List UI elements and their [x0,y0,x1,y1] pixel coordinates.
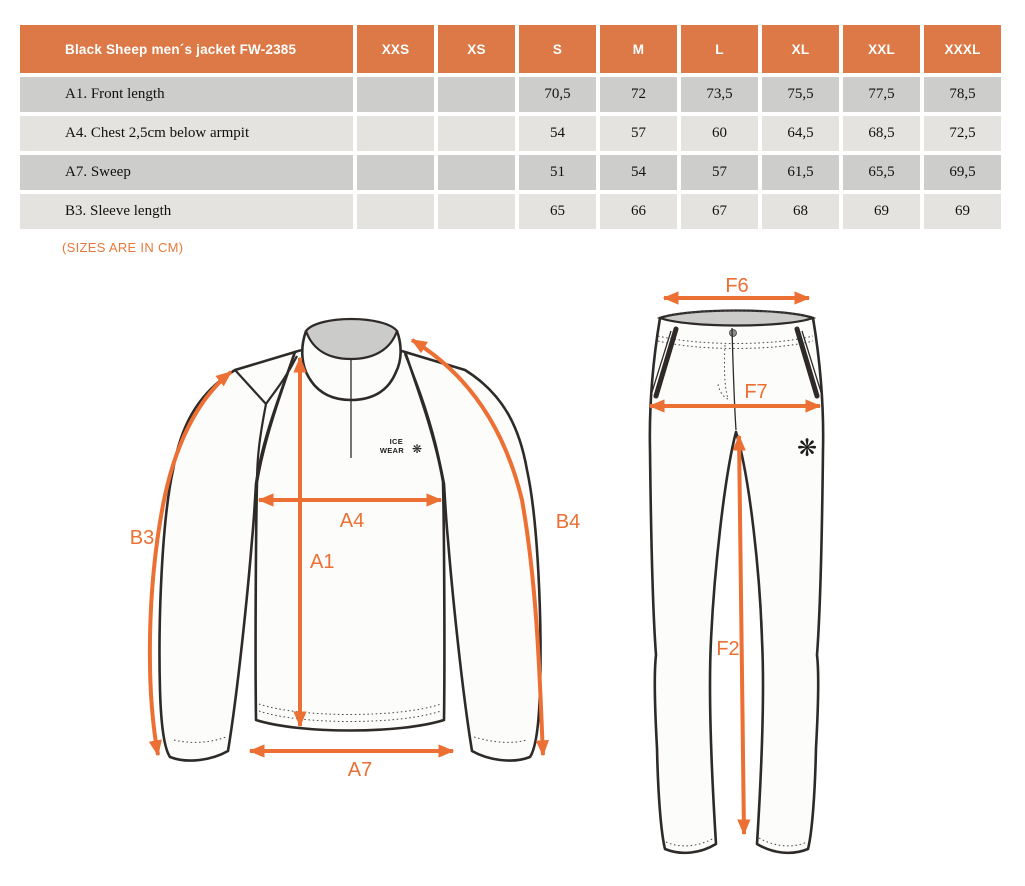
dim-arrow-f2 [732,434,751,836]
col-header-s: S [519,25,596,73]
right-pocket-opening [794,326,820,399]
row-label: A7. Sweep [20,155,353,190]
row-label: A4. Chest 2,5cm below armpit [20,116,353,151]
size-cell: 64,5 [762,116,839,151]
pants-diagram: ❋ F6 F7 F2 [648,275,825,855]
table-header-row: Black Sheep men´s jacket FW-2385 XXS XS … [20,25,1001,73]
size-cell: 67 [681,194,758,229]
hem-stitch [258,703,442,715]
size-cell [357,155,434,190]
pants-body [648,309,825,855]
units-note: (SIZES ARE IN CM) [62,240,184,255]
waist-button [729,329,737,337]
front-seam [731,327,737,431]
size-cell: 57 [600,116,677,151]
size-cell [438,155,515,190]
size-cell: 68 [762,194,839,229]
brand-logo-text: WEAR [380,446,404,455]
shoulder-seam [234,369,267,405]
col-header-xxxl: XXXL [924,25,1001,73]
size-cell: 73,5 [681,77,758,112]
col-header-m: M [600,25,677,73]
snowflake-icon: ❋ [412,442,422,456]
size-cell [357,77,434,112]
collar-inside [304,317,399,361]
row-label: A1. Front length [20,77,353,112]
col-header-xxs: XXS [357,25,434,73]
size-cell: 60 [681,116,758,151]
size-cell: 51 [519,155,596,190]
size-cell: 77,5 [843,77,920,112]
dim-label-a4: A4 [340,510,364,532]
raglan-seam-left [255,355,298,483]
table-row-front-length: A1. Front length 70,5 72 73,5 75,5 77,5 … [20,77,1001,112]
fly-stitch [717,383,729,400]
size-cell: 68,5 [843,116,920,151]
dim-label-f2: F2 [716,638,739,660]
dim-label-a7: A7 [348,759,372,781]
size-cell: 69 [843,194,920,229]
table-title: Black Sheep men´s jacket FW-2385 [20,25,353,73]
col-header-l: L [681,25,758,73]
snowflake-icon: ❋ [797,434,817,462]
size-cell: 54 [600,155,677,190]
table-row-sweep: A7. Sweep 51 54 57 61,5 65,5 69,5 [20,155,1001,190]
dim-label-b3: B3 [130,527,154,549]
size-cell: 61,5 [762,155,839,190]
dim-arrow-b3 [147,370,233,757]
size-cell: 69 [924,194,1001,229]
row-label: B3. Sleeve length [20,194,353,229]
size-cell [357,116,434,151]
size-cell: 75,5 [762,77,839,112]
size-cell [438,77,515,112]
col-header-xs: XS [438,25,515,73]
dim-label-b4: B4 [556,511,580,533]
col-header-xl: XL [762,25,839,73]
dim-arrow-b4 [410,338,549,757]
right-pocket-facing [801,330,822,393]
col-header-xxl: XXL [843,25,920,73]
waist-stitch [665,310,808,317]
size-cell: 69,5 [924,155,1001,190]
size-cell [438,116,515,151]
size-cell [438,194,515,229]
jacket-diagram: ICE WEAR ❋ B3 B4 A4 A1 A7 [130,317,580,781]
size-cell: 65 [519,194,596,229]
table-row-sleeve-length: B3. Sleeve length 65 66 67 68 69 69 [20,194,1001,229]
size-cell: 65,5 [843,155,920,190]
dim-label-f7: F7 [744,381,767,403]
dim-label-a1: A1 [310,551,334,573]
size-cell: 78,5 [924,77,1001,112]
size-cell: 54 [519,116,596,151]
size-cell: 72,5 [924,116,1001,151]
left-pocket-opening [653,326,679,399]
waistband-inside [656,309,817,327]
table-row-chest: A4. Chest 2,5cm below armpit 54 57 60 64… [20,116,1001,151]
size-table: Black Sheep men´s jacket FW-2385 XXS XS … [16,21,1005,233]
size-cell: 72 [600,77,677,112]
brand-logo-text: ICE [390,437,403,446]
size-cell: 57 [681,155,758,190]
hem-stitch [258,710,442,722]
size-cell: 70,5 [519,77,596,112]
left-pocket-facing [651,330,672,393]
size-cell [357,194,434,229]
fly-stitch [723,344,729,400]
jacket-body [254,344,446,732]
size-cell: 66 [600,194,677,229]
dim-label-f6: F6 [725,275,748,297]
